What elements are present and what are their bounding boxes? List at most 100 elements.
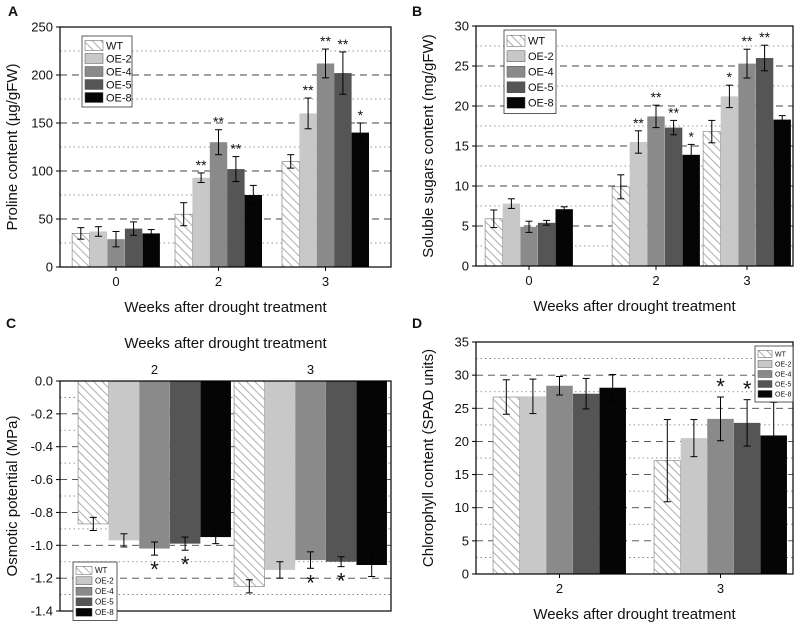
panel-b-legend: WT OE-2 OE-4 OE-5 OE-8 [503, 29, 557, 114]
panel-a-significance-mark: ** [196, 157, 207, 173]
panel-d-legend-swatch-wt [757, 350, 773, 358]
panel-a-axes-frame [59, 26, 392, 268]
panel-b-legend-swatch-oe-5 [506, 81, 526, 93]
panel-d-axes-frame [475, 341, 794, 575]
panel-b-y-tick-label: 0 [462, 259, 469, 274]
panel-b-y-tick-label: 25 [455, 59, 469, 74]
panel-a-letter: A [8, 3, 18, 19]
panel-b-significance-mark: ** [651, 89, 662, 105]
panel-a-y-tick-label: 0 [46, 260, 53, 275]
panel-a-significance-mark: ** [230, 141, 241, 157]
panel-d-bar-oe-8-cat-2 [599, 387, 626, 574]
panel-b-significance-mark: ** [668, 104, 679, 120]
panel-c-axes-frame [59, 380, 392, 612]
panel-c-y-tick-label: -0.2 [31, 406, 53, 421]
panel-a-y-tick-label: 50 [39, 212, 53, 227]
panel-b-bar-oe-8-cat-3 [773, 119, 791, 266]
panel-a-legend-swatch-oe-5 [84, 79, 104, 90]
panel-a-bar-oe-8-cat-3 [351, 132, 369, 267]
panel-c-bar-wt-cat-2 [77, 380, 109, 525]
panel-a-significance-mark: ** [337, 36, 348, 52]
panel-a-legend-label-oe-8: OE-8 [106, 92, 132, 104]
panel-b-significance-mark: ** [759, 29, 770, 45]
panel-a-significance-mark: ** [213, 114, 224, 130]
panel-b-bar-oe-4-cat-2 [647, 116, 665, 267]
panel-c-legend-swatch-oe-8 [75, 608, 93, 617]
panel-b-y-tick-label: 15 [455, 139, 469, 154]
panel-d-y-tick-label: 0 [462, 567, 469, 582]
panel-c-y-tick-label: -0.6 [31, 472, 53, 487]
panel-c-bar-oe-4-cat-3 [295, 381, 326, 561]
panel-d-bar-oe-2-cat-3 [680, 438, 708, 574]
panel-b-letter: B [412, 3, 422, 19]
panel-d-y-tick-label: 15 [455, 467, 469, 482]
panel-c-bar-oe-5-cat-2 [169, 381, 201, 544]
panel-b-y-tick-label: 5 [462, 219, 469, 234]
panel-b-bar-oe-8-cat-2 [682, 154, 700, 266]
panel-a-bar-oe-4-cat-3 [316, 63, 335, 268]
panel-c-legend-swatch-oe-4 [75, 587, 93, 596]
panel-d-significance-mark: * [743, 377, 752, 402]
panel-a-bar-oe-4-cat-0 [107, 239, 125, 267]
panel-d-significance-mark: * [716, 374, 725, 399]
panel-c-legend-label-wt: WT [95, 566, 108, 575]
panel-d-y-tick-label: 20 [455, 434, 469, 449]
panel-d: D * * 0 5 10 15 20 25 30 35 2 3 Chlorophyll content … [412, 315, 794, 623]
panel-d-legend-swatch-oe-5 [757, 380, 773, 388]
panel-b-bar-oe-5-cat-3 [755, 58, 774, 266]
panel-c-y-tick-label: -0.4 [31, 439, 53, 454]
panel-d-letter: D [412, 315, 422, 331]
panel-b-y-axis-title: Soluble sugars content (mg/gFW) [420, 34, 437, 257]
panel-a-legend-label-wt: WT [106, 40, 123, 52]
panel-a-y-tick-label: 100 [31, 164, 53, 179]
panel-b-legend-label-oe-8: OE-8 [528, 98, 554, 110]
panel-d-legend: WT OE-2 OE-4 OE-5 OE-8 [754, 345, 794, 403]
panel-c: C * * * * 0.0 -0.2 -0.4 -0.6 -0.8 -1.0 -1.2 -1.4 2 3 O… [4, 315, 392, 621]
panel-b-bar-oe-4-cat-3 [738, 63, 756, 266]
panel-d-bar-oe-5-cat-3 [733, 422, 761, 574]
panel-c-y-tick-label: 0.0 [35, 374, 53, 389]
panel-c-significance-mark: * [306, 570, 315, 595]
panel-d-bar-wt-cat-2 [492, 396, 520, 575]
panel-b-significance-mark: * [727, 69, 733, 85]
panel-d-plot: * * 0 5 10 15 20 25 30 35 2 3 Chlorophyll content (S… [420, 335, 794, 623]
panel-b-legend-label-oe-4: OE-4 [528, 67, 554, 79]
panel-b-significance-mark: * [688, 128, 694, 144]
panel-c-bar-oe-4-cat-2 [139, 381, 170, 549]
panel-c-bar-oe-5-cat-3 [325, 381, 357, 562]
panel-a-bar-oe-4-cat-2 [209, 142, 228, 267]
panel-b-bar-oe-5-cat-0 [537, 222, 556, 266]
panel-c-letter: C [6, 315, 16, 331]
panel-b-legend-swatch-wt [506, 35, 526, 47]
panel-b-legend-label-oe-5: OE-5 [528, 82, 554, 94]
panel-d-bar-oe-5-cat-2 [572, 393, 600, 574]
panel-b-y-tick-label: 30 [455, 19, 469, 34]
panel-b-legend-swatch-oe-8 [506, 97, 526, 109]
panel-b-significance-mark: ** [633, 115, 644, 131]
panel-b-x-tick-label: 3 [743, 273, 750, 288]
panel-d-legend-swatch-oe-8 [757, 390, 773, 398]
panel-a-x-axis-title: Weeks after drought treatment [124, 299, 327, 316]
panel-d-legend-label-wt: WT [775, 351, 787, 358]
panel-a-bar-oe-5-cat-3 [334, 73, 352, 267]
panel-a-x-tick-label: 3 [322, 274, 329, 289]
panel-c-x-axis-title: Weeks after drought treatment [124, 335, 327, 352]
panel-a-bar-oe-8-cat-2 [244, 195, 262, 267]
panel-c-legend-label-oe-8: OE-8 [95, 608, 114, 617]
panel-d-y-tick-label: 35 [455, 335, 469, 350]
panel-c-bar-wt-cat-3 [233, 380, 265, 587]
panel-c-plot: * * * * 0.0 -0.2 -0.4 -0.6 -0.8 -1.0 -1.2 -1.4 2 3 Osm… [4, 335, 392, 621]
panel-b-x-tick-label: 0 [525, 273, 532, 288]
panel-a-x-tick-label: 2 [215, 274, 222, 289]
panel-a-y-tick-label: 150 [31, 116, 53, 131]
panel-b-x-tick-label: 2 [652, 273, 659, 288]
panel-d-legend-swatch-oe-2 [757, 360, 773, 368]
panel-d-bar-oe-4-cat-3 [707, 418, 734, 574]
panel-d-legend-label-oe-2: OE-2 [775, 361, 791, 368]
panel-d-y-axis-title: Chlorophyll content (SPAD units) [420, 349, 437, 567]
panel-a-bar-oe-5-cat-2 [227, 169, 245, 267]
